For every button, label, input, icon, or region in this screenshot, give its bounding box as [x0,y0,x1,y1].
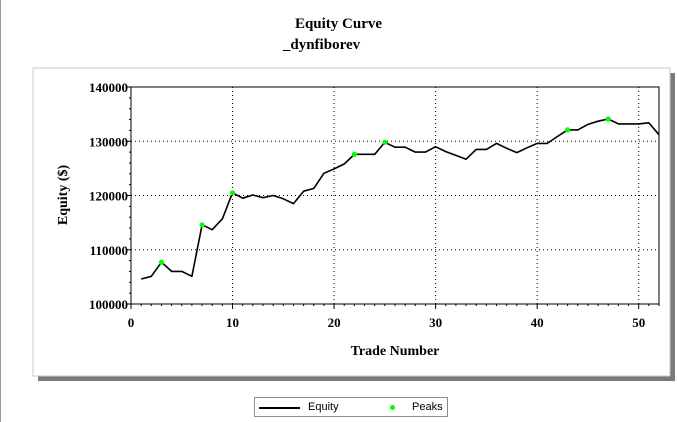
plot-panel [32,67,671,377]
grid-lines [131,87,659,304]
legend-peaks-label: Peaks [412,401,443,413]
peak-point [565,127,571,133]
y-tick-label: 120000 [89,189,128,204]
equity-line [140,118,660,280]
peak-point [382,139,388,145]
peak-point [605,116,611,122]
chart-title: Equity Curve [294,16,383,32]
legend-peaks-swatch [390,405,395,410]
y-tick-label: 130000 [89,134,128,149]
window-frame-left [0,0,1,422]
x-axis-label: Trade Number [351,344,440,359]
axis-ticks: 0 10 20 30 40 50 100000 110000 120000 130000 14000… [89,80,660,330]
legend-equity-swatch [259,407,300,409]
y-axis-label: Equity ($) [56,165,71,226]
x-tick-label: 10 [226,315,239,330]
y-tick-label: 140000 [89,80,128,95]
y-tick-label: 100000 [89,297,128,312]
y-tick-label: 110000 [90,243,128,258]
series-layer [140,116,660,280]
peak-point [199,222,205,228]
chart-subtitle: _dynfiborev [282,37,361,53]
x-tick-label: 20 [328,315,341,330]
x-tick-label: 50 [632,315,645,330]
equity-chart: 0 10 20 30 40 50 100000 110000 120000 130000 14000… [32,67,675,381]
x-tick-label: 0 [128,315,135,330]
legend-equity-label: Equity [308,401,339,413]
peak-point [158,259,165,265]
peak-point [229,190,236,196]
x-tick-label: 30 [429,315,442,330]
x-tick-label: 40 [531,315,544,330]
peak-point [351,151,357,157]
legend: Equity Peaks [254,397,448,417]
